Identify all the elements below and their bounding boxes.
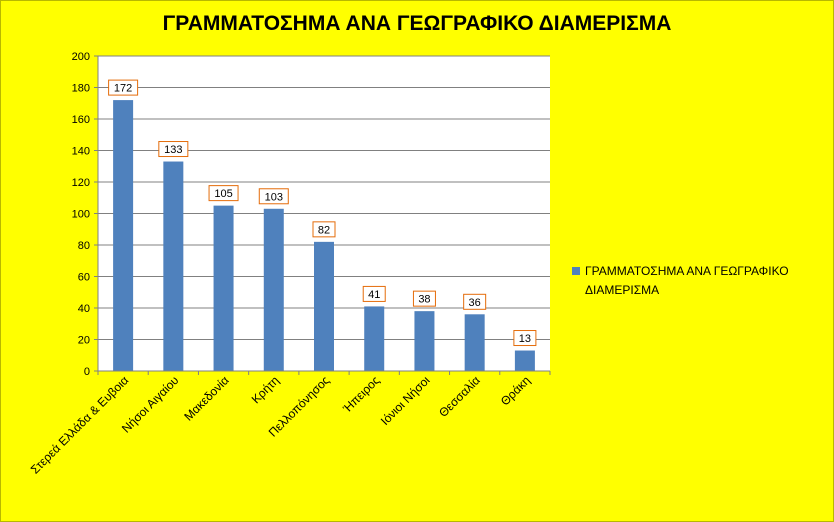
category-label: Ήπειρος: [339, 373, 382, 416]
bar: [414, 311, 435, 371]
bar: [113, 100, 134, 371]
y-tick-label: 120: [72, 177, 90, 189]
y-tick-label: 100: [72, 209, 90, 221]
y-tick-label: 200: [72, 51, 90, 63]
y-tick-label: 0: [84, 366, 90, 378]
category-label: Θράκη: [498, 373, 533, 408]
data-label-box: [108, 79, 139, 96]
data-label: 103: [265, 191, 283, 203]
data-label-box: [158, 141, 189, 158]
y-tick-label: 140: [72, 146, 90, 158]
data-label: 38: [418, 294, 430, 306]
data-label: 41: [368, 289, 380, 301]
legend-label: ΓΡΑΜΜΑΤΟΣΗΜΑ ΑΝΑ ΓΕΩΓΡΑΦΙΚΟ ΔΙΑΜΕΡΙΣΜΑ: [585, 264, 789, 297]
data-label: 82: [318, 224, 330, 236]
bar: [364, 306, 385, 371]
data-label: 133: [164, 144, 182, 156]
y-tick-label: 60: [78, 272, 90, 284]
bar: [163, 161, 184, 371]
bar: [514, 350, 535, 371]
y-tick-label: 80: [78, 240, 90, 252]
y-tick-label: 160: [72, 114, 90, 126]
data-label: 36: [469, 297, 481, 309]
bar: [213, 205, 234, 371]
data-label-box: [412, 290, 436, 307]
category-label: Ιόνιοι Νήσοι: [378, 373, 433, 428]
category-label: Μακεδονία: [181, 373, 231, 423]
y-tick-label: 40: [78, 303, 90, 315]
data-label-box: [208, 185, 239, 202]
bar: [464, 314, 485, 371]
data-label-box: [312, 221, 336, 238]
category-label: Θεσσαλία: [436, 373, 483, 420]
data-label-box: [362, 285, 386, 302]
legend-swatch: [572, 267, 580, 275]
data-label: 13: [519, 333, 531, 345]
bar: [314, 241, 334, 371]
data-label-box: [258, 188, 289, 205]
data-label-box: [463, 293, 487, 310]
data-label: 172: [114, 83, 132, 95]
category-label: Στερεά Ελλάδα & Ευβοια: [28, 373, 131, 476]
y-tick-label: 180: [72, 83, 90, 95]
category-label: Κρήτη: [249, 373, 282, 406]
data-label-box: [513, 330, 537, 347]
chart-title: ΓΡΑΜΜΑΤΟΣΗΜΑ ΑΝΑ ΓΕΩΓΡΑΦΙΚΟ ΔΙΑΜΕΡΙΣΜΑ: [162, 12, 672, 35]
y-tick-label: 20: [78, 335, 90, 347]
data-label: 105: [214, 188, 232, 200]
bar: [263, 208, 284, 371]
